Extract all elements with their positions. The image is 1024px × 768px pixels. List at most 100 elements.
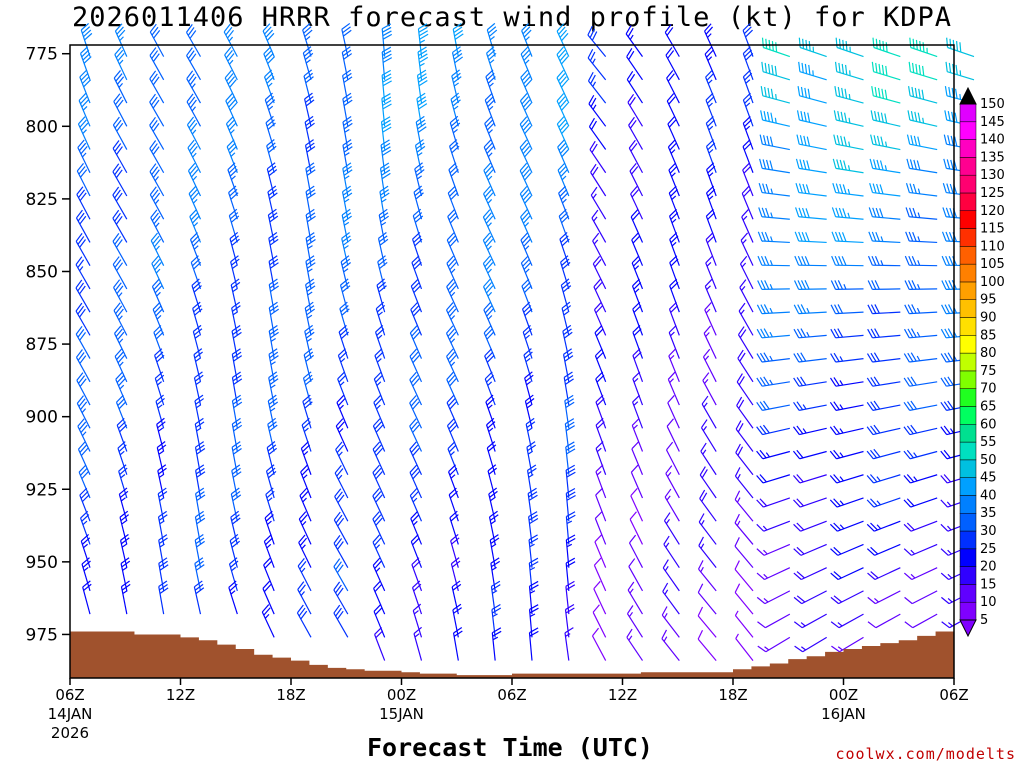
wind-barb xyxy=(448,464,459,499)
barb-flag xyxy=(379,261,388,270)
wind-barb xyxy=(225,93,238,127)
barb-flag xyxy=(77,282,85,292)
barb-staff xyxy=(704,286,717,313)
barb-flag xyxy=(417,69,427,76)
barb-flag xyxy=(759,134,763,145)
barb-flag xyxy=(560,255,569,263)
barb-flag xyxy=(797,255,803,266)
barb-flag xyxy=(947,135,951,145)
barb-flag xyxy=(121,537,130,545)
barb-flag xyxy=(742,23,751,31)
barb-flag xyxy=(529,518,539,525)
barb-flag xyxy=(446,232,455,241)
barb-flag xyxy=(801,62,804,73)
barb-flag xyxy=(195,514,205,521)
barb-flag xyxy=(523,52,532,61)
wind-barb xyxy=(80,22,93,57)
barb-flag xyxy=(796,522,805,531)
wind-barb xyxy=(410,278,423,313)
barb-flag xyxy=(372,418,381,427)
wind-barb xyxy=(483,302,496,336)
wind-barb xyxy=(870,134,901,151)
barb-flag xyxy=(521,23,529,32)
wind-barb xyxy=(564,418,575,452)
barb-half-flag xyxy=(156,291,161,297)
barb-flag xyxy=(633,351,642,360)
barb-flag xyxy=(342,29,352,37)
barb-half-flag xyxy=(83,566,89,572)
wind-barb xyxy=(482,209,496,243)
wind-barb xyxy=(741,185,754,220)
barb-flag xyxy=(942,207,947,217)
barb-flag xyxy=(232,494,242,502)
barb-flag xyxy=(409,348,418,357)
barb-flag xyxy=(738,302,746,312)
barb-flag xyxy=(627,93,635,103)
barb-flag xyxy=(448,421,457,430)
wind-barb xyxy=(866,448,901,460)
barb-staff xyxy=(564,400,570,429)
barb-flag xyxy=(153,238,162,248)
colorbar-segment xyxy=(959,192,977,212)
barb-flag xyxy=(448,464,457,473)
wind-barb xyxy=(740,232,754,266)
barb-flag xyxy=(590,74,596,84)
wind-barb xyxy=(226,139,238,173)
barb-staff xyxy=(114,54,128,81)
barb-flag xyxy=(835,183,840,194)
wind-barb xyxy=(333,558,349,592)
barb-half-flag xyxy=(742,239,747,244)
barb-staff xyxy=(195,470,202,499)
barb-staff xyxy=(761,358,790,363)
barb-flag xyxy=(837,304,844,314)
barb-flag xyxy=(559,52,567,62)
barb-half-flag xyxy=(839,380,844,386)
barb-flag xyxy=(667,139,676,148)
wind-barb xyxy=(794,255,827,267)
barb-flag xyxy=(451,560,461,568)
x-tick-label: 06Z xyxy=(939,686,968,704)
barb-staff xyxy=(872,381,901,387)
barb-staff xyxy=(112,241,128,266)
barb-staff xyxy=(761,216,790,220)
wind-barb xyxy=(113,279,128,313)
barb-flag xyxy=(267,185,277,193)
barb-flag xyxy=(409,487,418,496)
barb-staff xyxy=(697,615,717,638)
barb-flag xyxy=(904,255,910,266)
barb-flag xyxy=(702,372,710,381)
barb-flag xyxy=(83,79,91,88)
wind-barb xyxy=(565,557,576,591)
barb-flag xyxy=(910,328,917,338)
barb-flag xyxy=(266,119,275,127)
barb-flag xyxy=(268,421,277,429)
barb-flag xyxy=(228,99,236,108)
barb-flag xyxy=(873,400,881,410)
barb-flag xyxy=(412,208,422,217)
barb-staff xyxy=(556,123,570,150)
barb-flag xyxy=(488,29,498,37)
barb-flag xyxy=(522,281,531,290)
wind-barb xyxy=(188,185,202,220)
barb-flag xyxy=(796,352,803,362)
barb-flag xyxy=(558,119,566,128)
barb-flag xyxy=(903,548,912,556)
barb-flag xyxy=(261,604,270,613)
barb-flag xyxy=(83,56,92,64)
barb-flag xyxy=(944,304,951,314)
barb-flag xyxy=(698,513,705,523)
barb-flag xyxy=(594,510,603,519)
barb-flag xyxy=(904,621,914,629)
y-tick-label: 825 xyxy=(26,190,58,210)
wind-barb xyxy=(626,628,643,661)
barb-flag xyxy=(700,442,707,452)
barb-flag xyxy=(419,33,429,40)
barb-flag xyxy=(190,232,198,240)
barb-flag xyxy=(267,394,277,402)
barb-staff xyxy=(629,519,644,545)
wind-barb xyxy=(704,278,717,313)
barb-flag xyxy=(528,534,538,541)
barb-flag xyxy=(305,142,315,150)
barb-flag xyxy=(839,159,844,170)
